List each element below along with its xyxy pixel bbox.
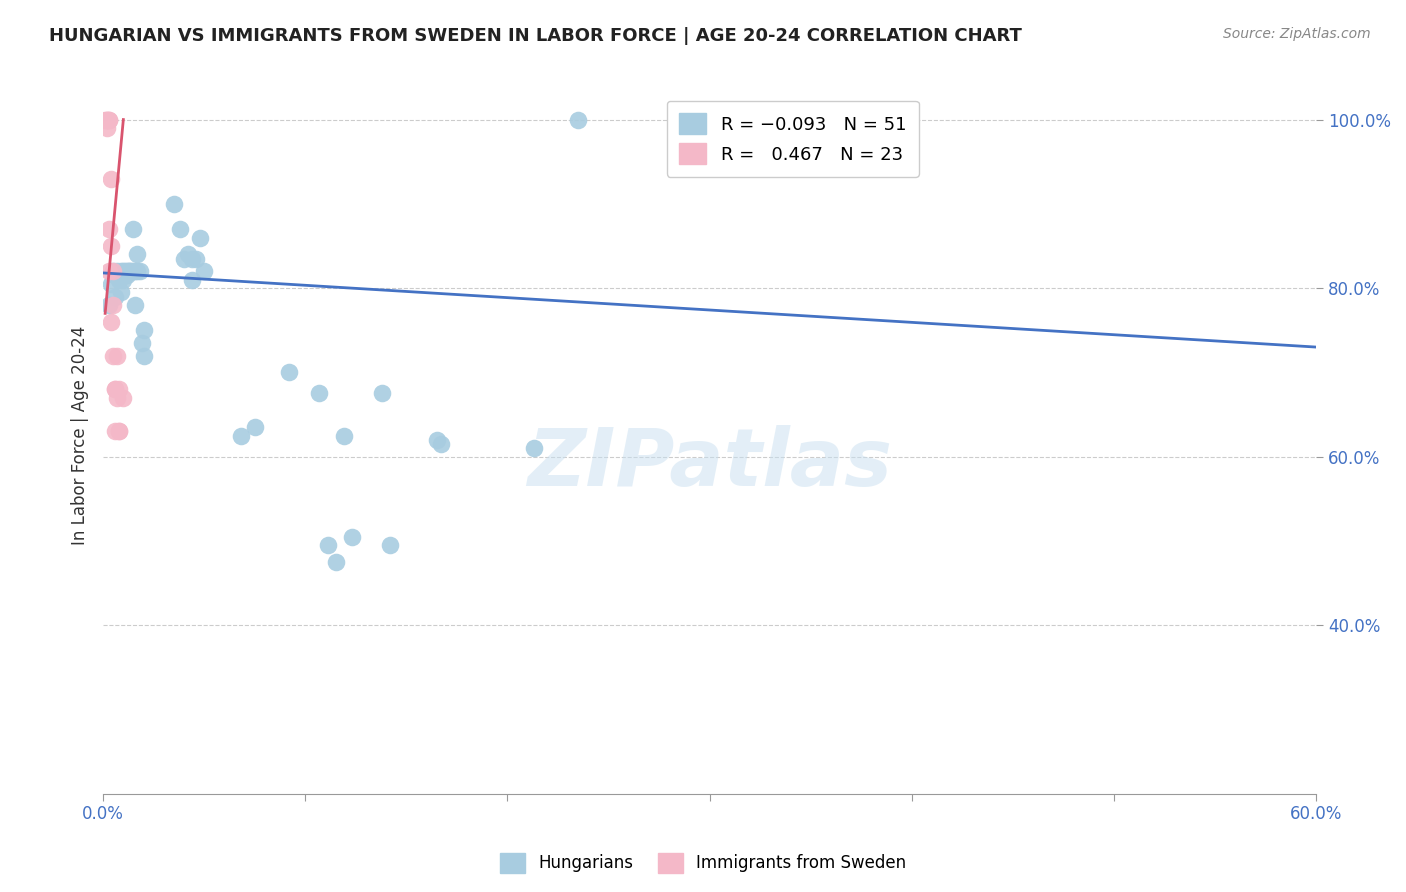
Point xyxy=(100,171,122,186)
Point xyxy=(229,428,252,442)
Point xyxy=(98,222,121,236)
Point xyxy=(184,252,207,266)
Point xyxy=(308,386,330,401)
Point xyxy=(122,264,145,278)
Point xyxy=(163,197,186,211)
Point xyxy=(429,437,451,451)
Point xyxy=(100,315,122,329)
Point xyxy=(108,425,131,439)
Point xyxy=(96,120,118,135)
Point xyxy=(98,112,121,127)
Point xyxy=(104,289,127,303)
Point xyxy=(112,264,135,278)
Point xyxy=(340,530,363,544)
Point xyxy=(103,264,125,278)
Point xyxy=(108,273,131,287)
Point xyxy=(122,222,145,236)
Point xyxy=(120,264,142,278)
Point xyxy=(124,264,146,278)
Point xyxy=(108,425,131,439)
Point xyxy=(316,538,339,552)
Point xyxy=(114,264,136,278)
Point xyxy=(103,298,125,312)
Point xyxy=(523,441,546,455)
Point xyxy=(100,277,122,291)
Point xyxy=(371,386,394,401)
Point xyxy=(108,382,131,396)
Point xyxy=(110,285,132,300)
Point xyxy=(177,247,200,261)
Legend: R = −0.093   N = 51, R =   0.467   N = 23: R = −0.093 N = 51, R = 0.467 N = 23 xyxy=(666,101,920,177)
Text: ZIPatlas: ZIPatlas xyxy=(527,425,893,503)
Point xyxy=(181,252,204,266)
Point xyxy=(131,335,153,350)
Point xyxy=(96,112,118,127)
Point xyxy=(181,273,204,287)
Point xyxy=(278,365,301,379)
Point xyxy=(128,264,150,278)
Point xyxy=(104,382,127,396)
Point xyxy=(105,349,128,363)
Point xyxy=(567,112,589,127)
Point xyxy=(380,538,402,552)
Point xyxy=(103,349,125,363)
Point xyxy=(105,391,128,405)
Point xyxy=(94,112,117,127)
Point xyxy=(105,264,128,278)
Point xyxy=(193,264,215,278)
Point xyxy=(117,268,139,283)
Text: HUNGARIAN VS IMMIGRANTS FROM SWEDEN IN LABOR FORCE | AGE 20-24 CORRELATION CHART: HUNGARIAN VS IMMIGRANTS FROM SWEDEN IN L… xyxy=(49,27,1022,45)
Point xyxy=(103,264,125,278)
Point xyxy=(243,420,266,434)
Point xyxy=(104,268,127,283)
Point xyxy=(426,433,449,447)
Point xyxy=(169,222,191,236)
Point xyxy=(118,264,141,278)
Point xyxy=(112,391,135,405)
Point xyxy=(104,382,127,396)
Point xyxy=(104,425,127,439)
Point xyxy=(132,349,155,363)
Point xyxy=(124,298,146,312)
Point xyxy=(114,268,136,283)
Point xyxy=(188,230,211,244)
Point xyxy=(173,252,195,266)
Point xyxy=(332,428,354,442)
Legend: Hungarians, Immigrants from Sweden: Hungarians, Immigrants from Sweden xyxy=(494,847,912,880)
Point xyxy=(100,239,122,253)
Point xyxy=(98,264,121,278)
Point xyxy=(98,112,121,127)
Point xyxy=(127,247,149,261)
Y-axis label: In Labor Force | Age 20-24: In Labor Force | Age 20-24 xyxy=(72,326,89,545)
Point xyxy=(110,264,132,278)
Text: Source: ZipAtlas.com: Source: ZipAtlas.com xyxy=(1223,27,1371,41)
Point xyxy=(96,112,118,127)
Point xyxy=(118,264,141,278)
Point xyxy=(117,264,139,278)
Point xyxy=(127,264,149,278)
Point xyxy=(98,298,121,312)
Point xyxy=(325,555,347,569)
Point xyxy=(132,323,155,337)
Point xyxy=(112,273,135,287)
